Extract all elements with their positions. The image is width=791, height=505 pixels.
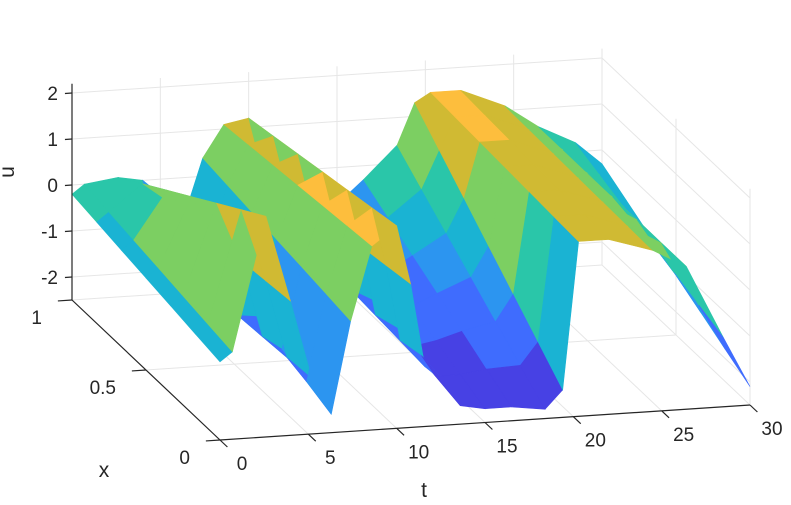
x-tick-label: 0.5 [90, 378, 116, 399]
t-tick [484, 422, 493, 430]
surface-mesh [71, 89, 751, 416]
axis-lines [57, 83, 758, 448]
u-tick-label: 1 [47, 130, 58, 151]
surface-patch [661, 243, 724, 338]
t-tick [572, 416, 582, 425]
t-tick-label: 0 [237, 454, 248, 475]
t-tick-label: 15 [496, 437, 517, 458]
t-tick-label: 25 [673, 425, 694, 446]
t-tick [307, 433, 317, 442]
t-tick [749, 404, 758, 413]
u-axis-label: u [0, 166, 19, 178]
t-tick-label: 10 [408, 442, 429, 463]
t-tick [219, 439, 228, 448]
x-tick-label: 0 [179, 448, 190, 469]
surface-patch [673, 272, 726, 350]
surface-patch [698, 305, 751, 387]
t-tick-label: 30 [761, 419, 782, 440]
t-tick-label: 5 [325, 448, 336, 469]
x-tick [57, 299, 73, 302]
t-tick [661, 410, 670, 419]
x-tick [205, 439, 221, 442]
t-tick-label: 20 [585, 431, 606, 452]
t-tick [396, 427, 405, 436]
u-tick-label: -1 [41, 222, 58, 243]
u-tick-label: 2 [47, 84, 58, 105]
tick-labels: 0 5 10 15 20 25 30 0 0.5 1 -2 -1 0 1 2 [31, 84, 782, 475]
x-tick [131, 369, 147, 372]
u-tick-label: 0 [47, 176, 58, 197]
u-tick-label: -2 [41, 268, 58, 289]
t-axis-label: t [421, 479, 427, 502]
x-tick-label: 1 [31, 308, 42, 329]
x-axis-label: x [99, 459, 110, 482]
